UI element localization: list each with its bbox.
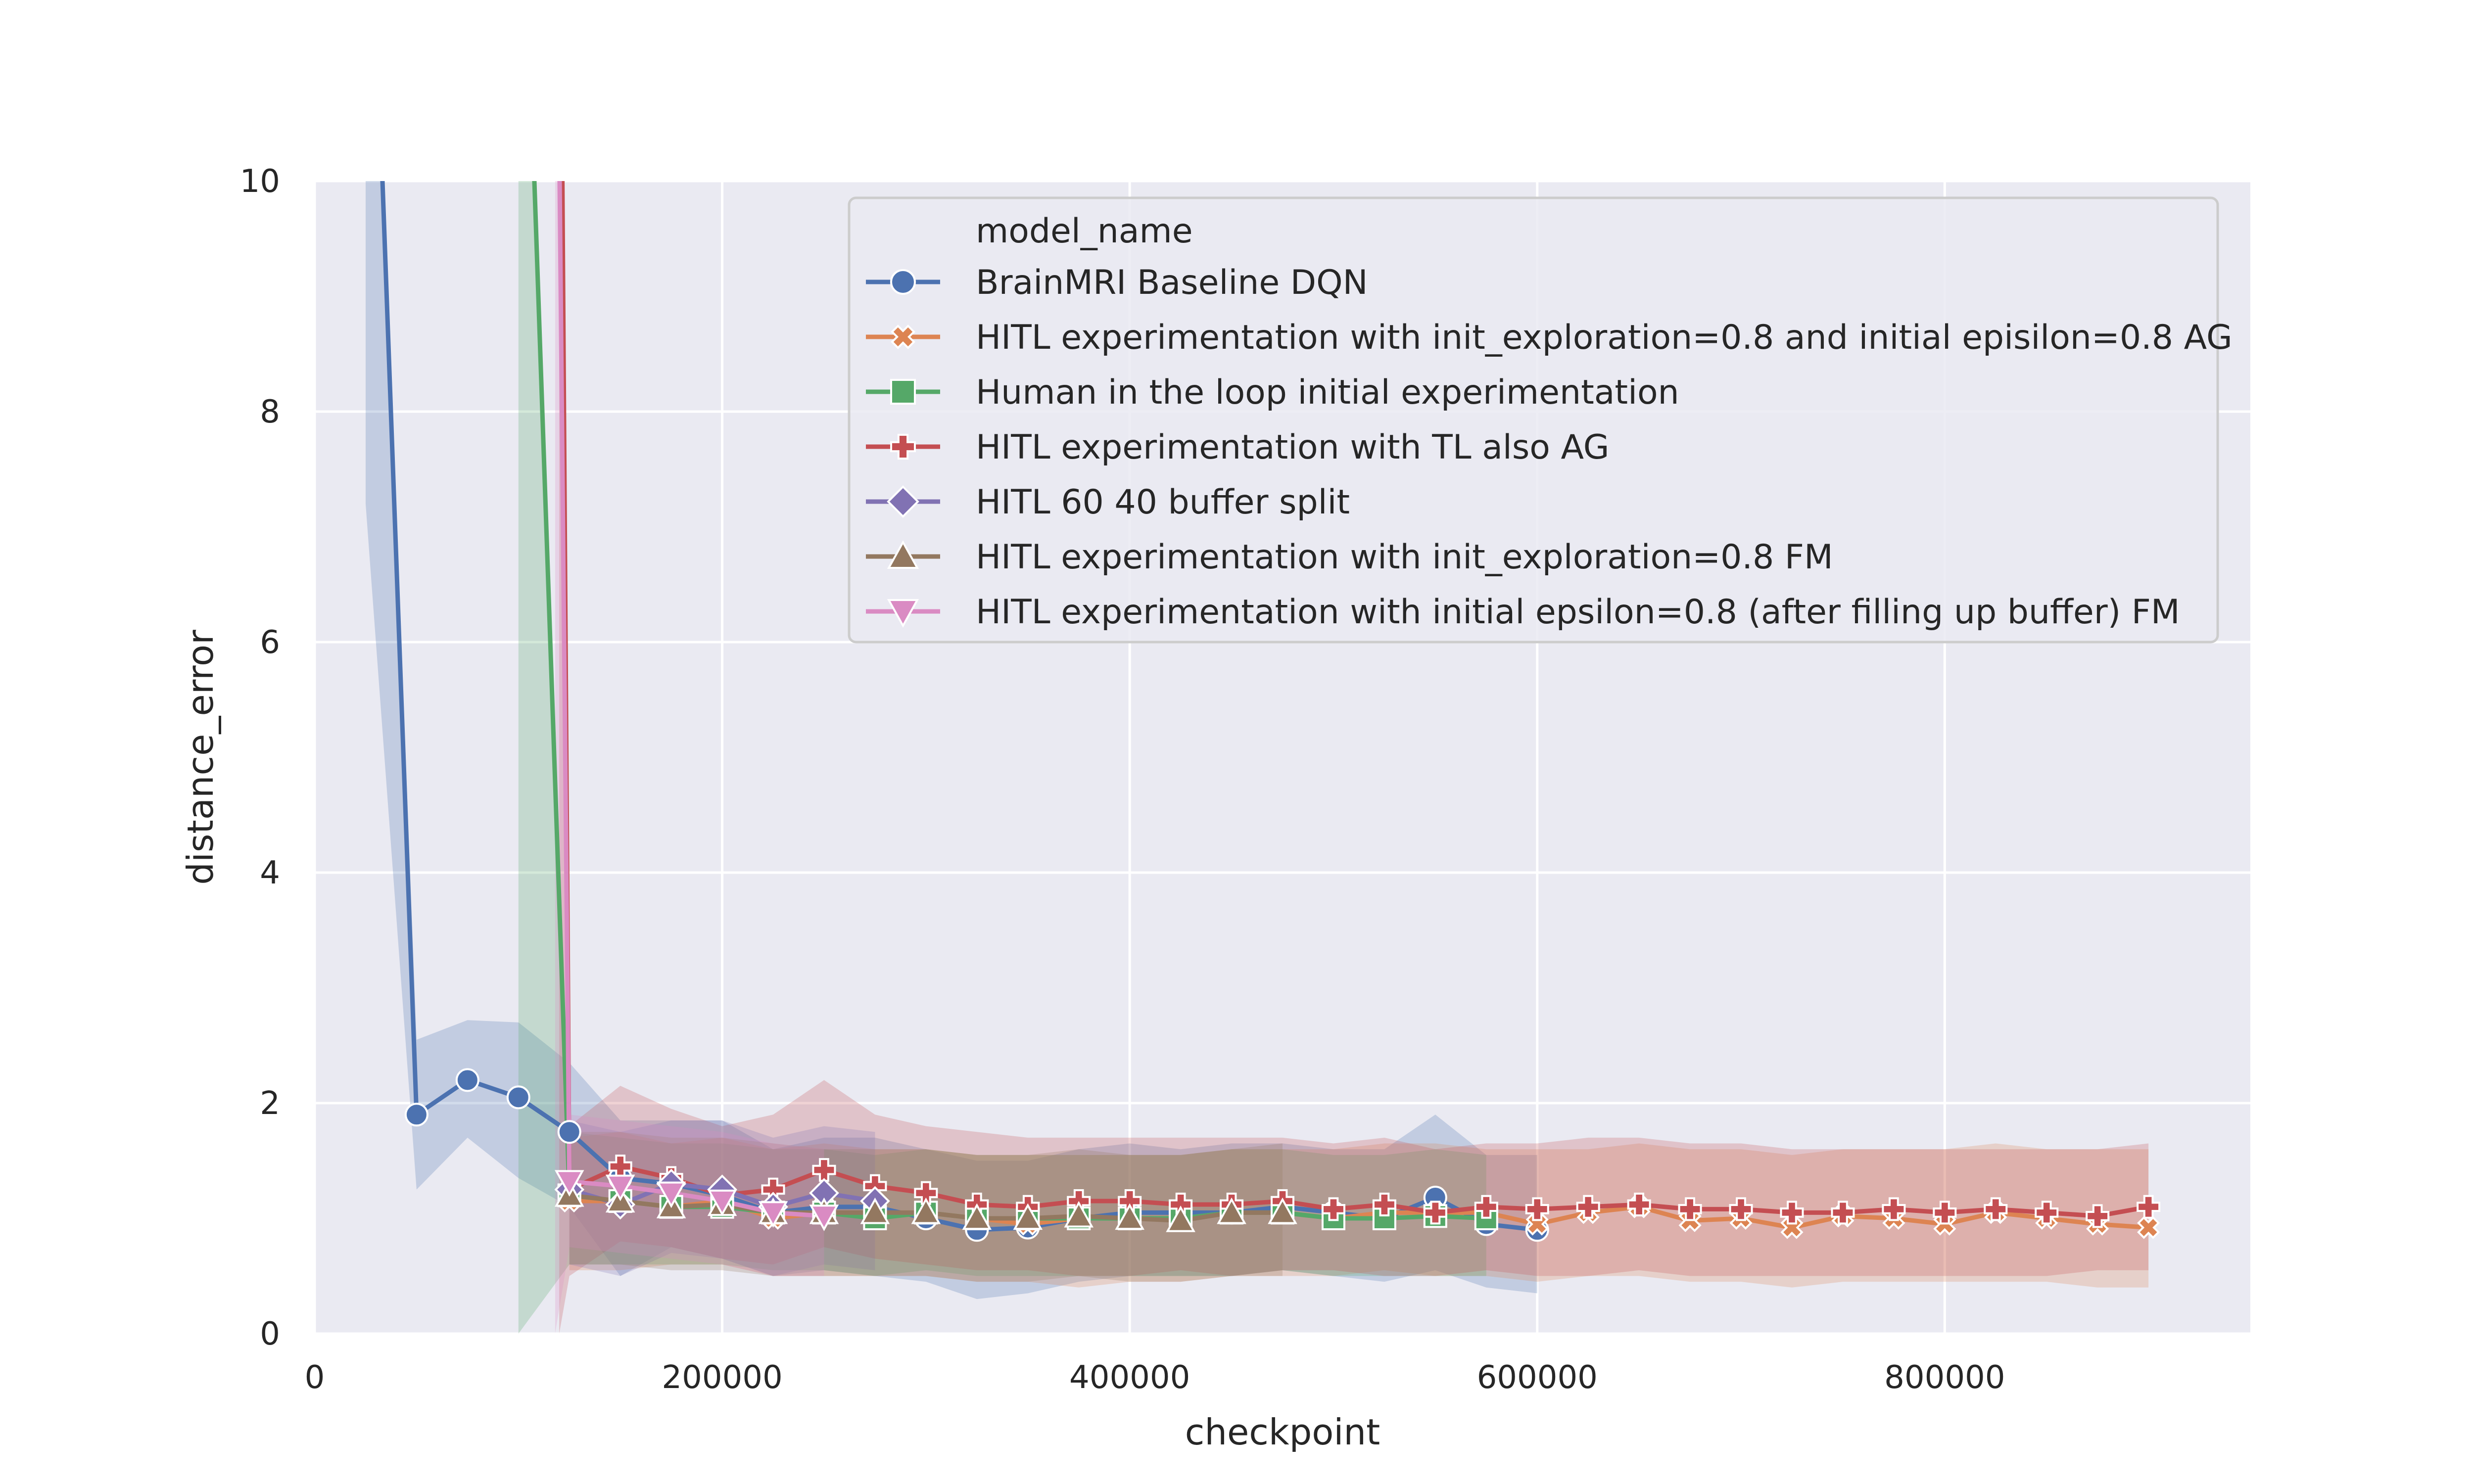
legend-box — [848, 196, 2219, 644]
data-point-series-3 — [1984, 1197, 2008, 1221]
data-point-series-3 — [812, 1158, 836, 1182]
data-point-series-3 — [2035, 1201, 2059, 1225]
data-point-series-0 — [557, 1120, 581, 1144]
data-point-series-5 — [1013, 1203, 1043, 1230]
y-tick-label: 0 — [260, 1316, 280, 1352]
legend-entry-label: HITL experimentation with init_explorati… — [976, 538, 1833, 577]
data-point-series-3 — [1321, 1197, 1345, 1221]
data-point-series-0 — [506, 1085, 530, 1110]
data-point-series-3 — [1933, 1201, 1957, 1225]
confidence-band-series-1 — [569, 1132, 2149, 1288]
y-axis-label: distance_error — [180, 630, 221, 885]
data-point-series-6 — [554, 1170, 584, 1197]
data-point-series-3 — [1627, 1193, 1651, 1217]
data-point-series-3 — [2137, 1195, 2161, 1219]
data-point-series-5 — [1064, 1201, 1094, 1228]
legend: model_name BrainMRI Baseline DQN HITL expe… — [848, 196, 2233, 644]
data-point-series-3 — [1576, 1195, 1600, 1219]
legend-title: model_name — [976, 212, 1193, 251]
data-point-series-3 — [914, 1181, 938, 1205]
data-point-series-3 — [1372, 1193, 1396, 1217]
data-point-series-6 — [656, 1181, 686, 1208]
legend-entry-label: HITL experimentation with TL also AG — [976, 428, 1609, 467]
data-point-series-0 — [404, 1103, 428, 1127]
data-point-series-5 — [1268, 1197, 1297, 1224]
data-point-series-5 — [1166, 1206, 1195, 1232]
series-markers — [404, 1068, 2161, 1242]
legend-swatch-marker — [887, 599, 919, 628]
y-tick-label: 6 — [260, 624, 280, 661]
data-point-series-5 — [1217, 1197, 1246, 1224]
data-point-series-5 — [1115, 1203, 1144, 1230]
y-tick-label: 4 — [260, 855, 280, 891]
data-point-series-6 — [707, 1189, 737, 1216]
legend-entry-label: HITL 60 40 buffer split — [976, 483, 1350, 522]
x-tick-label: 600000 — [1477, 1359, 1598, 1396]
data-point-series-6 — [809, 1205, 839, 1231]
data-point-series-3 — [2086, 1204, 2110, 1228]
legend-swatch-marker — [890, 434, 916, 460]
legend-entry-label: HITL experimentation with initial epsilo… — [976, 593, 2180, 632]
x-axis-label: checkpoint — [1185, 1411, 1380, 1453]
legend-entry-label: BrainMRI Baseline DQN — [976, 263, 1368, 302]
data-point-series-3 — [1525, 1197, 1549, 1221]
data-point-series-5 — [911, 1197, 941, 1224]
x-tick-label: 800000 — [1884, 1359, 2005, 1396]
data-point-series-3 — [1474, 1195, 1498, 1219]
y-tick-label: 2 — [260, 1085, 280, 1122]
data-point-series-3 — [1678, 1197, 1702, 1221]
confidence-band-series-0 — [365, 181, 1537, 1299]
data-point-series-6 — [758, 1201, 788, 1228]
data-point-series-3 — [1882, 1197, 1906, 1221]
y-tick-label: 10 — [240, 163, 280, 200]
legend-swatch-marker — [890, 269, 916, 295]
x-tick-label: 400000 — [1069, 1359, 1190, 1396]
data-point-series-3 — [1423, 1201, 1447, 1225]
legend-swatch-marker — [890, 379, 916, 405]
y-tick-label: 8 — [260, 394, 280, 430]
data-point-series-3 — [1729, 1197, 1753, 1221]
x-tick-label: 0 — [305, 1359, 325, 1396]
data-point-series-5 — [860, 1197, 890, 1224]
confidence-band-series-6 — [555, 181, 824, 1334]
legend-swatch-marker — [891, 325, 915, 349]
x-tick-label: 200000 — [662, 1359, 782, 1396]
data-point-series-3 — [1831, 1201, 1855, 1225]
legend-swatch-marker — [887, 485, 919, 518]
legend-swatch-marker — [887, 540, 919, 569]
axis-ticks: 0 200000 400000 600000 800000 0 2 4 6 8 10 — [240, 163, 2005, 1396]
data-point-series-6 — [605, 1174, 635, 1202]
data-point-series-0 — [455, 1068, 479, 1092]
legend-entry-label: Human in the loop initial experimentatio… — [976, 373, 1679, 412]
data-point-series-3 — [1780, 1201, 1804, 1225]
data-point-series-5 — [962, 1203, 992, 1230]
legend-entry-label: HITL experimentation with init_explorati… — [976, 318, 2233, 357]
